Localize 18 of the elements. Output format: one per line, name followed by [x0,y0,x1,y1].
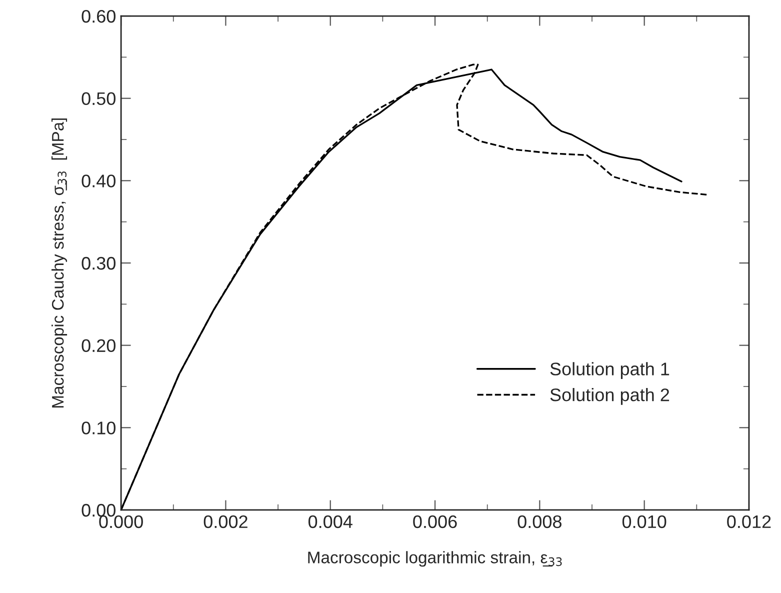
x-tick-label: 0.012 [727,515,771,528]
x-tick-label: 0.008 [518,515,562,528]
y-tick-label: 0.30 [82,256,116,270]
y-tick-label: 0.10 [82,422,116,434]
x-tick-label: 0.004 [308,515,352,528]
y-tick-label: 0.50 [82,92,116,106]
y-tick-label: 0.00 [82,504,116,517]
legend-label: Solution path 1 [550,362,670,379]
y-axis-title: Macroscopic Cauchy stress, σ̲$_{33}$ [MPa] [52,118,68,408]
x-tick-label: 0.010 [622,515,666,528]
y-tick-label: 0.40 [82,174,116,188]
x-tick-label: 0.002 [204,515,248,528]
x-tick-label: 0.000 [99,515,143,528]
legend-label: Solution path 2 [550,388,670,405]
y-tick-label: 0.60 [82,10,116,23]
x-tick-label: 0.006 [413,515,457,528]
y-tick-label: 0.20 [82,339,116,352]
x-axis-title: Macroscopic logarithmic strain, ε̲$_{33}$ [308,551,562,567]
